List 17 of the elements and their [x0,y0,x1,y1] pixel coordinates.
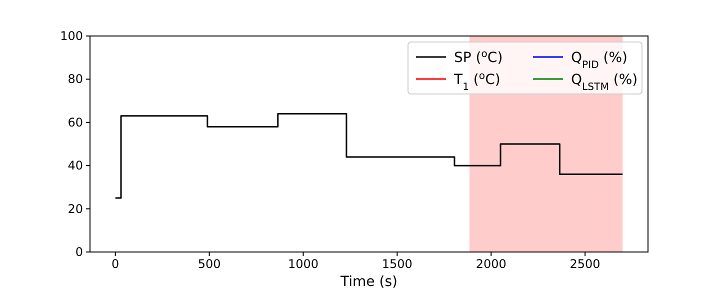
x-tick-label: 0 [112,257,120,271]
x-tick-label: 500 [198,257,221,271]
x-tick-label: 1000 [288,257,319,271]
legend-label: Q$_{LSTM}$ (%) [571,72,638,92]
legend-label: SP ($^{o}$C) [454,48,503,66]
x-tick-label: 2000 [476,257,506,271]
x-axis-title: Time (s) [340,274,398,288]
y-tick-label: 20 [68,202,83,216]
x-tick-label: 2500 [570,257,600,271]
x-tick-label: 1500 [382,257,412,271]
legend-label: T$_{1}$ ($^{o}$C) [453,70,500,92]
y-tick-label: 0 [75,245,83,259]
y-tick-label: 80 [68,72,83,86]
y-tick-label: 100 [60,29,83,43]
y-tick-label: 60 [68,115,83,130]
y-tick-label: 40 [68,158,83,173]
legend-label: Q$_{PID}$ (%) [571,50,628,70]
